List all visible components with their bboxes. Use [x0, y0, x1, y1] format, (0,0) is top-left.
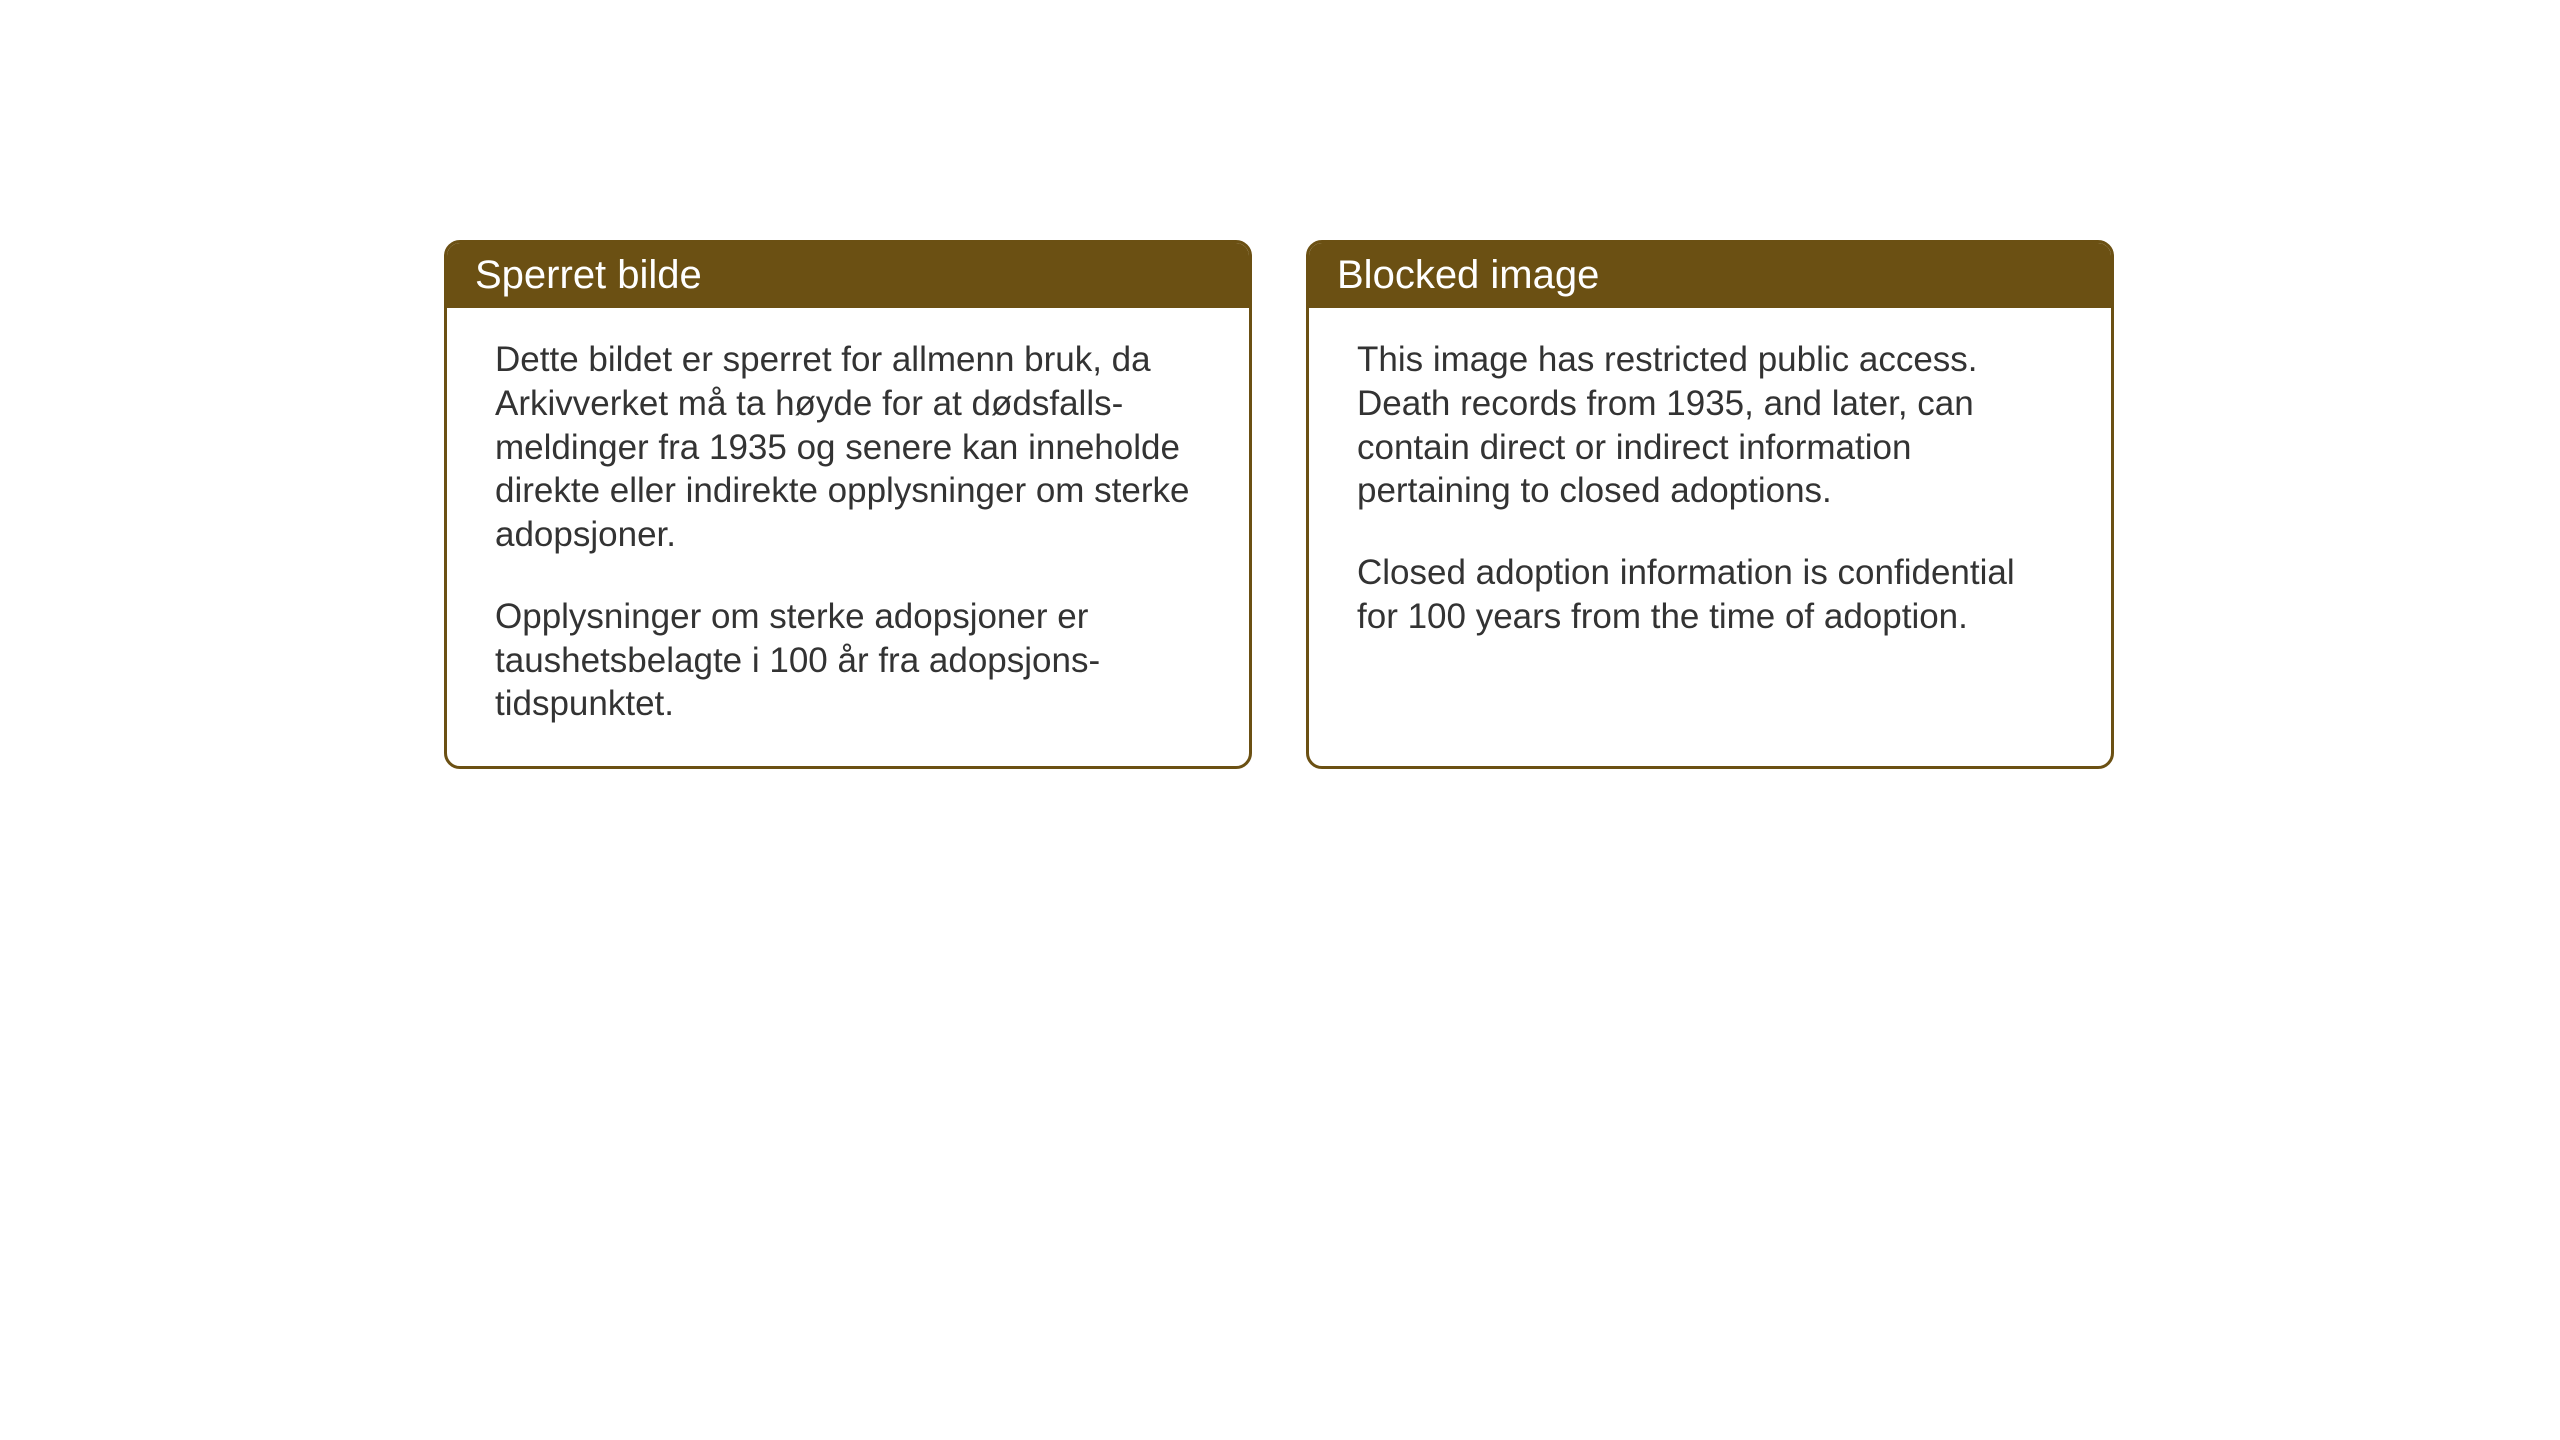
notice-body-english: This image has restricted public access.… — [1309, 308, 2111, 679]
notice-box-norwegian: Sperret bilde Dette bildet er sperret fo… — [444, 240, 1252, 769]
notice-paragraph-2-norwegian: Opplysninger om sterke adopsjoner er tau… — [495, 595, 1201, 726]
notice-box-english: Blocked image This image has restricted … — [1306, 240, 2114, 769]
notice-paragraph-1-norwegian: Dette bildet er sperret for allmenn bruk… — [495, 338, 1201, 557]
notice-header-norwegian: Sperret bilde — [447, 243, 1249, 308]
notice-container: Sperret bilde Dette bildet er sperret fo… — [444, 240, 2114, 769]
notice-paragraph-2-english: Closed adoption information is confident… — [1357, 551, 2063, 639]
notice-header-english: Blocked image — [1309, 243, 2111, 308]
notice-title-norwegian: Sperret bilde — [475, 253, 702, 297]
notice-paragraph-1-english: This image has restricted public access.… — [1357, 338, 2063, 513]
notice-title-english: Blocked image — [1337, 253, 1599, 297]
notice-body-norwegian: Dette bildet er sperret for allmenn bruk… — [447, 308, 1249, 766]
